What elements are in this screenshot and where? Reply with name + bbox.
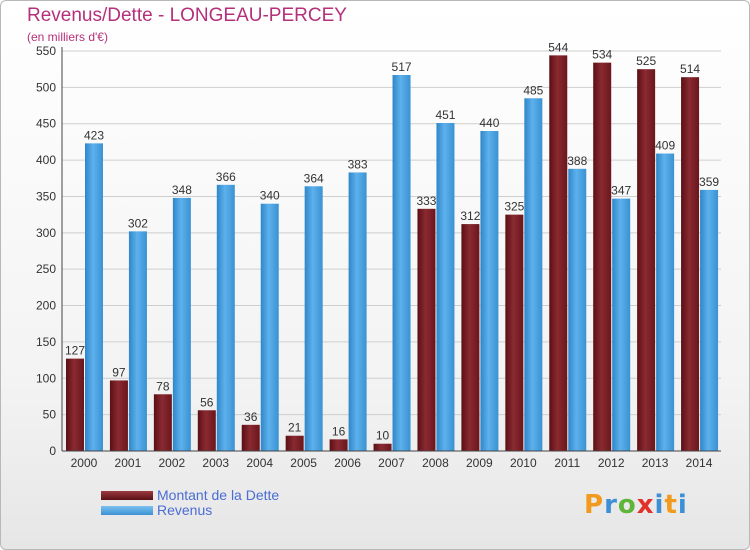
y-tick-label-300: 300 (36, 226, 56, 240)
bar-debt-2005 (285, 435, 304, 451)
y-tick-label-450: 450 (36, 117, 56, 131)
data-label-revenue-2002: 348 (172, 183, 192, 197)
y-tick-label-0: 0 (49, 444, 56, 458)
bar-revenue-2004 (260, 203, 279, 451)
bar-revenue-2003 (216, 184, 235, 451)
bar-revenue-2006 (348, 172, 367, 452)
x-tick-label-2011: 2011 (554, 456, 580, 470)
chart-subtitle: (en milliers d'€) (27, 30, 108, 44)
bar-revenue-2000 (85, 143, 103, 451)
bar-revenue-2012 (612, 198, 631, 451)
bar-debt-2013 (637, 69, 656, 451)
bar-revenue-2008 (436, 123, 455, 451)
data-label-revenue-2007: 517 (392, 60, 412, 74)
data-label-revenue-2000: 423 (84, 128, 104, 142)
data-label-revenue-2001: 302 (128, 216, 148, 230)
bar-debt-2000 (66, 358, 84, 451)
bar-revenue-2005 (304, 186, 323, 452)
data-label-revenue-2008: 451 (435, 108, 455, 122)
data-label-debt-2007: 10 (376, 429, 390, 443)
data-label-revenue-2014: 359 (699, 175, 719, 189)
data-label-revenue-2009: 440 (479, 116, 499, 130)
data-label-debt-2005: 21 (288, 421, 302, 435)
bar-debt-2007 (373, 443, 392, 451)
y-tick-label-250: 250 (36, 262, 56, 276)
data-label-revenue-2010: 485 (523, 83, 543, 97)
bar-revenue-2013 (656, 153, 675, 451)
bar-debt-2004 (241, 424, 260, 451)
data-label-debt-2009: 312 (460, 209, 480, 223)
bar-debt-2011 (549, 55, 568, 451)
legend-swatch-revenue (101, 505, 153, 515)
chart-title: Revenus/Dette - LONGEAU-PERCEY (27, 5, 347, 26)
x-tick-label-2013: 2013 (642, 456, 669, 470)
data-label-debt-2012: 534 (592, 48, 612, 62)
bar-debt-2001 (109, 380, 128, 451)
y-tick-label-150: 150 (36, 335, 56, 349)
bar-revenue-2002 (172, 197, 191, 451)
bar-revenue-2014 (700, 189, 719, 451)
bar-revenue-2007 (392, 75, 411, 451)
legend-item-revenue: Revenus (101, 502, 213, 518)
y-tick-label-50: 50 (43, 408, 57, 422)
bar-revenue-2010 (524, 98, 543, 451)
bar-debt-2010 (505, 214, 524, 451)
data-label-revenue-2013: 409 (655, 139, 675, 153)
bar-debt-2014 (681, 77, 700, 451)
proxiti-logo: Proxiti (584, 490, 688, 520)
x-tick-label-2003: 2003 (202, 456, 229, 470)
y-tick-label-550: 550 (36, 44, 56, 58)
data-label-debt-2006: 16 (332, 424, 346, 438)
data-label-revenue-2006: 383 (348, 157, 368, 171)
legend-item-debt: Montant de la Dette (101, 487, 280, 503)
data-label-debt-2010: 325 (504, 200, 524, 214)
x-tick-label-2009: 2009 (466, 456, 493, 470)
data-label-debt-2001: 97 (112, 365, 126, 379)
legend-swatch-debt (101, 490, 153, 500)
data-label-debt-2011: 544 (548, 40, 568, 54)
bar-revenue-2009 (480, 131, 499, 451)
x-tick-label-2005: 2005 (290, 456, 317, 470)
x-tick-label-2014: 2014 (686, 456, 713, 470)
x-tick-label-2010: 2010 (510, 456, 537, 470)
y-tick-label-100: 100 (36, 371, 56, 385)
bar-revenue-2011 (568, 168, 587, 451)
x-tick-label-2008: 2008 (422, 456, 449, 470)
x-tick-label-2012: 2012 (598, 456, 625, 470)
bar-revenue-2001 (128, 231, 147, 451)
x-tick-label-2004: 2004 (246, 456, 273, 470)
data-label-debt-2008: 333 (416, 194, 436, 208)
bar-debt-2009 (461, 224, 480, 451)
data-label-revenue-2012: 347 (611, 184, 631, 198)
y-tick-label-400: 400 (36, 153, 56, 167)
y-tick-label-500: 500 (36, 80, 56, 94)
data-label-debt-2000: 127 (65, 344, 85, 358)
data-label-debt-2003: 56 (200, 395, 214, 409)
x-tick-label-2001: 2001 (115, 456, 142, 470)
data-label-debt-2002: 78 (156, 379, 170, 393)
data-label-debt-2014: 514 (680, 62, 700, 76)
bar-debt-2002 (153, 394, 172, 451)
bar-debt-2006 (329, 439, 348, 451)
y-tick-label-200: 200 (36, 299, 56, 313)
x-tick-label-2007: 2007 (378, 456, 405, 470)
bar-debt-2003 (197, 410, 216, 451)
data-label-revenue-2011: 388 (567, 154, 587, 168)
y-tick-label-350: 350 (36, 189, 56, 203)
x-tick-label-2000: 2000 (71, 456, 98, 470)
data-label-revenue-2005: 364 (304, 171, 324, 185)
data-label-debt-2004: 36 (244, 410, 258, 424)
bar-debt-2012 (593, 62, 612, 452)
data-label-revenue-2004: 340 (260, 189, 280, 203)
legend-label-debt: Montant de la Dette (157, 487, 280, 503)
x-tick-label-2006: 2006 (334, 456, 361, 470)
data-label-revenue-2003: 366 (216, 170, 236, 184)
x-tick-label-2002: 2002 (158, 456, 185, 470)
data-label-debt-2013: 525 (636, 54, 656, 68)
legend-label-revenue: Revenus (157, 502, 213, 518)
bar-debt-2008 (417, 208, 436, 451)
